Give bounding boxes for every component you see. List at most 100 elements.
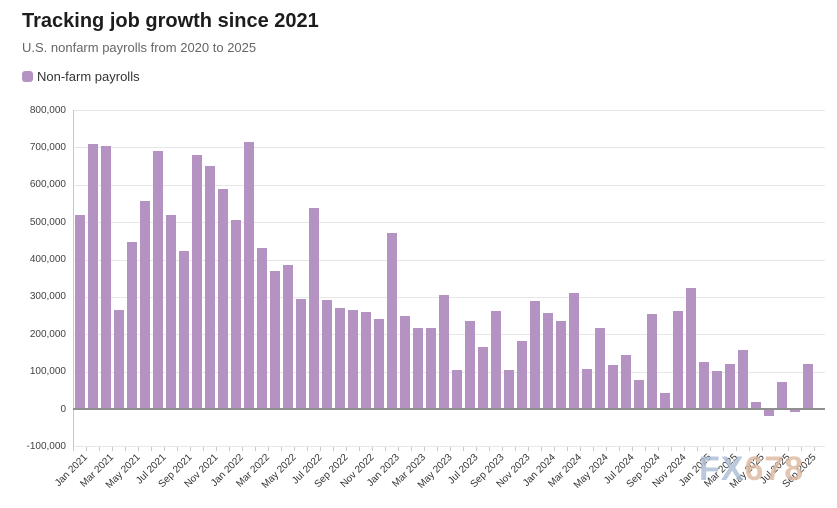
x-tick (502, 446, 503, 451)
bar[interactable] (152, 151, 163, 409)
bar[interactable] (594, 328, 605, 409)
x-tick (723, 446, 724, 451)
bar[interactable] (776, 382, 787, 409)
x-tick (346, 446, 347, 451)
x-tick (151, 446, 152, 451)
x-tick (788, 446, 789, 451)
x-tick (801, 446, 802, 451)
bar[interactable] (347, 310, 358, 409)
bar[interactable] (646, 313, 657, 409)
bar[interactable] (399, 316, 410, 409)
bar[interactable] (282, 264, 293, 409)
bar[interactable] (763, 410, 774, 416)
x-tick (216, 446, 217, 451)
bar[interactable] (516, 340, 527, 409)
bar[interactable] (256, 248, 267, 409)
bar[interactable] (308, 208, 319, 409)
x-tick (437, 446, 438, 451)
bar[interactable] (438, 294, 449, 409)
gridline (73, 446, 825, 448)
x-tick (632, 446, 633, 451)
x-tick (593, 446, 594, 451)
bar[interactable] (360, 311, 371, 409)
x-tick (164, 446, 165, 451)
bar[interactable] (373, 319, 384, 409)
bar[interactable] (100, 145, 111, 409)
y-axis-label: 0 (60, 403, 66, 415)
bar[interactable] (789, 410, 800, 412)
bar[interactable] (204, 166, 215, 409)
bar[interactable] (633, 379, 644, 409)
gridline (73, 259, 825, 261)
y-axis-line (72, 110, 74, 451)
x-tick (229, 446, 230, 451)
x-tick (372, 446, 373, 451)
bar[interactable] (269, 271, 280, 409)
bar[interactable] (672, 311, 683, 409)
bar[interactable] (737, 349, 748, 409)
bar[interactable] (451, 369, 462, 409)
bar[interactable] (412, 327, 423, 409)
bar[interactable] (750, 401, 761, 409)
bar[interactable] (230, 220, 241, 409)
bar[interactable] (87, 143, 98, 409)
bar[interactable] (217, 189, 228, 409)
bar[interactable] (555, 320, 566, 409)
bar[interactable] (698, 362, 709, 409)
bar[interactable] (685, 288, 696, 409)
x-tick (606, 446, 607, 451)
x-tick (268, 446, 269, 451)
bar[interactable] (477, 347, 488, 409)
bar[interactable] (139, 200, 150, 409)
bar[interactable] (659, 392, 670, 409)
bar[interactable] (113, 309, 124, 409)
x-tick (99, 446, 100, 451)
bar[interactable] (126, 241, 137, 409)
bar[interactable] (529, 300, 540, 409)
bar[interactable] (295, 299, 306, 409)
bar[interactable] (802, 364, 813, 409)
bar[interactable] (321, 299, 332, 409)
bar[interactable] (581, 368, 592, 409)
y-axis-label: 400,000 (29, 254, 66, 265)
x-tick (489, 446, 490, 451)
x-tick (190, 446, 191, 451)
y-axis-label: 100,000 (29, 366, 66, 378)
bar[interactable] (542, 313, 553, 409)
x-tick (294, 446, 295, 451)
y-axis-label: 600,000 (29, 179, 66, 191)
bar[interactable] (243, 141, 254, 409)
legend-item-nonfarm-payrolls[interactable]: Non-farm payrolls (22, 69, 140, 84)
bar[interactable] (620, 355, 631, 409)
bar[interactable] (607, 364, 618, 409)
gridline (73, 222, 825, 224)
bar[interactable] (711, 370, 722, 409)
bar[interactable] (568, 293, 579, 409)
x-tick (450, 446, 451, 451)
bar[interactable] (191, 154, 202, 409)
bar[interactable] (386, 232, 397, 409)
x-tick (177, 446, 178, 451)
x-tick (320, 446, 321, 451)
x-tick (528, 446, 529, 451)
gridline (73, 184, 825, 186)
bar[interactable] (425, 327, 436, 409)
bar[interactable] (334, 308, 345, 409)
bar[interactable] (490, 311, 501, 409)
x-tick (424, 446, 425, 451)
x-tick (541, 446, 542, 451)
bar[interactable] (464, 320, 475, 409)
bar[interactable] (503, 369, 514, 409)
x-tick (775, 446, 776, 451)
bar[interactable] (74, 214, 85, 409)
bar[interactable] (178, 250, 189, 409)
x-tick (411, 446, 412, 451)
bar[interactable] (724, 364, 735, 409)
gridline (73, 110, 825, 111)
bar[interactable] (165, 214, 176, 409)
x-tick (73, 446, 74, 451)
x-tick (476, 446, 477, 451)
gridline (73, 296, 825, 298)
x-tick (814, 446, 815, 451)
